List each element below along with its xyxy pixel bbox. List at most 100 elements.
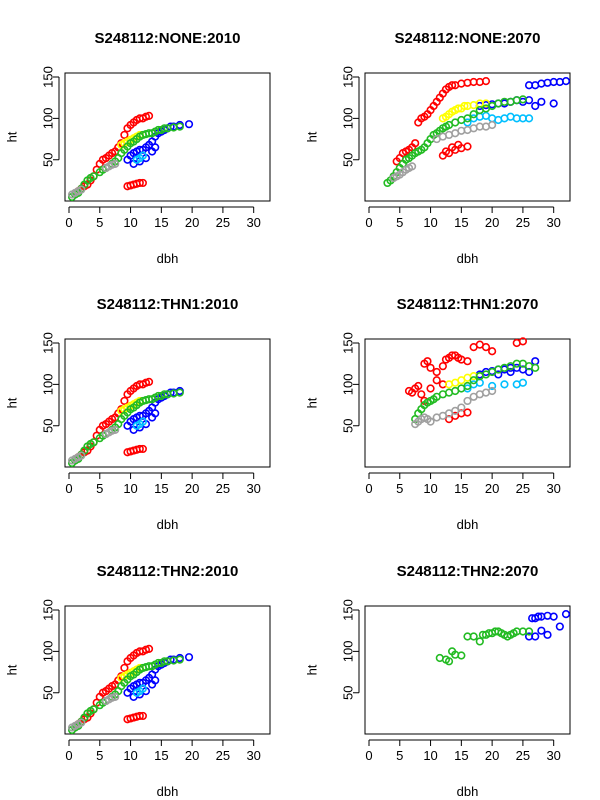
panel-title: S248112:THN2:2070 bbox=[397, 563, 539, 580]
x-tick-label: 15 bbox=[154, 748, 168, 763]
scatter-panel-4: S248112:THN1:2070 0 5 10 15 20 25 30 dbh 50 100 150… bbox=[304, 296, 571, 532]
x-tick-label: 25 bbox=[516, 215, 530, 230]
data-point bbox=[89, 172, 98, 181]
data-point bbox=[426, 363, 435, 372]
data-point bbox=[151, 143, 160, 152]
data-point bbox=[111, 425, 120, 434]
data-point bbox=[506, 367, 515, 377]
data-point bbox=[537, 97, 546, 106]
data-point bbox=[448, 81, 457, 90]
series-6 bbox=[67, 425, 120, 465]
x-axis-label: dbh bbox=[457, 517, 479, 532]
y-tick-label: 50 bbox=[40, 153, 55, 167]
x-tick-label: 25 bbox=[216, 215, 230, 230]
x-axis: 0 5 10 15 20 25 30 bbox=[65, 472, 261, 496]
y-axis: 50 100 150 bbox=[40, 599, 60, 700]
data-point bbox=[488, 386, 497, 396]
y-axis: 50 100 150 bbox=[340, 599, 360, 700]
y-tick-label: 150 bbox=[40, 66, 55, 88]
series-3 bbox=[132, 151, 147, 164]
data-point bbox=[135, 711, 144, 721]
x-tick-label: 15 bbox=[154, 481, 168, 496]
data-point bbox=[463, 142, 472, 151]
data-point bbox=[160, 390, 169, 399]
y-tick-label: 100 bbox=[40, 374, 55, 396]
y-axis-label: ht bbox=[4, 397, 19, 408]
x-axis: 0 5 10 15 20 25 30 bbox=[365, 739, 561, 763]
data-point bbox=[77, 185, 86, 194]
series-2 bbox=[123, 386, 184, 434]
y-tick-label: 50 bbox=[40, 686, 55, 700]
series-6 bbox=[67, 692, 120, 732]
x-tick-label: 20 bbox=[185, 215, 199, 230]
x-axis-label: dbh bbox=[157, 517, 179, 532]
x-axis: 0 5 10 15 20 25 30 bbox=[65, 206, 261, 230]
data-point bbox=[549, 612, 558, 621]
data-point bbox=[175, 655, 184, 664]
y-tick-label: 150 bbox=[40, 332, 55, 354]
x-tick-label: 15 bbox=[454, 481, 468, 496]
data-point bbox=[463, 114, 472, 123]
data-point bbox=[481, 77, 491, 86]
x-tick-label: 20 bbox=[185, 748, 199, 763]
scatter-panel-1: S248112:NONE:2010 0 5 10 15 20 25 30 dbh 50 100 150… bbox=[4, 30, 271, 266]
x-tick-label: 0 bbox=[65, 481, 72, 496]
x-tick-label: 20 bbox=[485, 748, 499, 763]
plot-frame bbox=[364, 72, 571, 202]
x-tick-label: 25 bbox=[516, 748, 530, 763]
x-axis: 0 5 10 15 20 25 30 bbox=[65, 739, 261, 763]
data-point bbox=[426, 417, 435, 426]
data-point bbox=[426, 384, 435, 393]
scatter-panel-3: S248112:THN1:2010 0 5 10 15 20 25 30 dbh 50 100 150… bbox=[4, 296, 271, 532]
series-3 bbox=[132, 417, 147, 430]
data-point bbox=[184, 653, 194, 662]
data-point bbox=[463, 408, 472, 417]
x-tick-label: 15 bbox=[154, 215, 168, 230]
panel-title: S248112:THN1:2070 bbox=[397, 296, 539, 313]
panel-title: S248112:NONE:2070 bbox=[395, 30, 541, 47]
data-point bbox=[488, 381, 497, 391]
data-point bbox=[423, 357, 432, 366]
data-point bbox=[175, 122, 184, 131]
data-point bbox=[457, 403, 466, 412]
y-tick-label: 100 bbox=[340, 108, 355, 130]
plot-frame bbox=[64, 605, 271, 735]
plot-frame bbox=[64, 338, 271, 468]
data-point bbox=[518, 95, 528, 104]
series-5 bbox=[67, 388, 184, 468]
data-point bbox=[451, 406, 460, 415]
series-5 bbox=[67, 122, 184, 202]
data-point bbox=[111, 159, 120, 168]
y-tick-label: 50 bbox=[340, 419, 355, 433]
x-axis-label: dbh bbox=[457, 251, 479, 266]
x-tick-label: 20 bbox=[185, 481, 199, 496]
data-point bbox=[561, 77, 571, 86]
y-axis: 50 100 150 bbox=[40, 66, 60, 167]
plot-frame bbox=[64, 72, 271, 202]
series-2 bbox=[435, 627, 534, 666]
data-point bbox=[549, 99, 558, 108]
y-tick-label: 150 bbox=[340, 332, 355, 354]
data-point bbox=[481, 343, 491, 352]
x-tick-label: 0 bbox=[65, 215, 72, 230]
x-tick-label: 5 bbox=[96, 481, 103, 496]
data-point bbox=[441, 147, 451, 156]
data-point bbox=[469, 376, 478, 385]
series-6 bbox=[389, 120, 497, 183]
y-tick-label: 100 bbox=[40, 108, 55, 130]
series-5 bbox=[67, 655, 184, 735]
data-point bbox=[144, 644, 154, 653]
x-tick-label: 10 bbox=[423, 215, 437, 230]
data-point bbox=[463, 381, 472, 391]
data-point bbox=[463, 396, 472, 406]
data-point bbox=[417, 390, 426, 399]
data-point bbox=[561, 610, 571, 619]
y-tick-label: 150 bbox=[40, 599, 55, 621]
data-point bbox=[531, 363, 540, 372]
data-point bbox=[77, 718, 86, 727]
data-point bbox=[500, 380, 509, 389]
data-point bbox=[463, 357, 472, 366]
x-tick-label: 30 bbox=[546, 215, 560, 230]
data-point bbox=[138, 444, 147, 454]
x-tick-label: 20 bbox=[485, 215, 499, 230]
